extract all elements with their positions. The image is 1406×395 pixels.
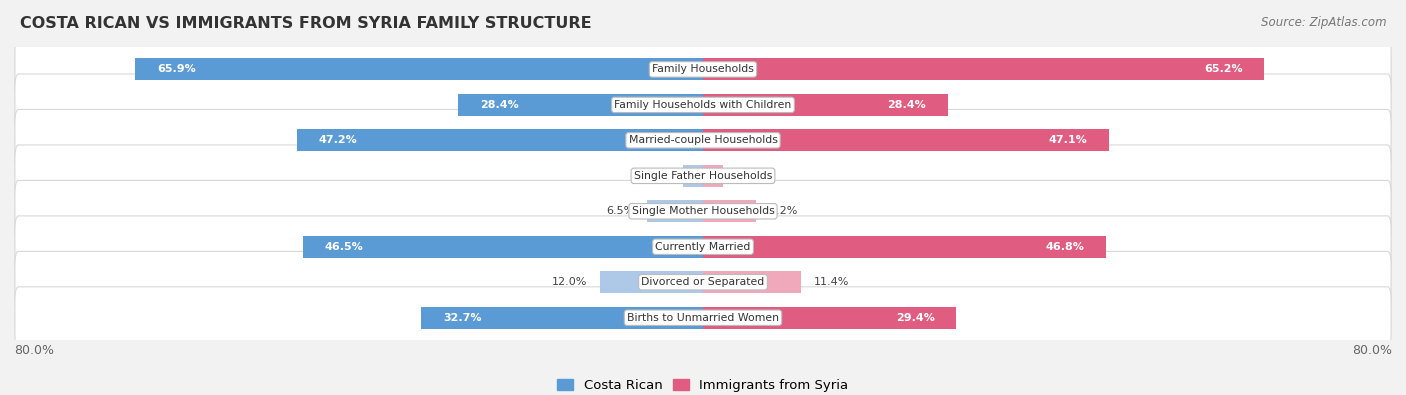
Bar	[683, 165, 703, 187]
Bar	[703, 165, 723, 187]
Text: 6.2%: 6.2%	[769, 206, 797, 216]
FancyBboxPatch shape	[15, 181, 1391, 242]
Text: 47.1%: 47.1%	[1049, 135, 1087, 145]
Bar	[297, 129, 703, 151]
Bar	[647, 200, 703, 222]
Text: 28.4%: 28.4%	[479, 100, 519, 110]
FancyBboxPatch shape	[15, 251, 1391, 313]
Text: Married-couple Households: Married-couple Households	[628, 135, 778, 145]
Text: 80.0%: 80.0%	[14, 344, 53, 357]
Text: 65.2%: 65.2%	[1205, 64, 1243, 74]
Text: Divorced or Separated: Divorced or Separated	[641, 277, 765, 287]
Bar	[458, 94, 703, 116]
FancyBboxPatch shape	[15, 216, 1391, 278]
Text: 28.4%: 28.4%	[887, 100, 927, 110]
Legend: Costa Rican, Immigrants from Syria: Costa Rican, Immigrants from Syria	[553, 374, 853, 395]
Text: 32.7%: 32.7%	[443, 313, 481, 323]
Bar	[703, 236, 1107, 258]
Bar	[302, 236, 703, 258]
Bar	[599, 271, 703, 293]
Text: Births to Unmarried Women: Births to Unmarried Women	[627, 313, 779, 323]
Text: 2.3%: 2.3%	[643, 171, 671, 181]
Text: Single Mother Households: Single Mother Households	[631, 206, 775, 216]
Text: Family Households: Family Households	[652, 64, 754, 74]
Text: 46.5%: 46.5%	[323, 242, 363, 252]
Text: 46.8%: 46.8%	[1046, 242, 1084, 252]
Bar	[703, 271, 801, 293]
Text: 6.5%: 6.5%	[606, 206, 634, 216]
Text: Family Households with Children: Family Households with Children	[614, 100, 792, 110]
Bar	[703, 58, 1264, 81]
Bar	[703, 94, 948, 116]
FancyBboxPatch shape	[15, 145, 1391, 207]
Text: Source: ZipAtlas.com: Source: ZipAtlas.com	[1261, 16, 1386, 29]
FancyBboxPatch shape	[15, 39, 1391, 100]
Text: 65.9%: 65.9%	[157, 64, 195, 74]
FancyBboxPatch shape	[15, 287, 1391, 348]
Bar	[422, 307, 703, 329]
FancyBboxPatch shape	[15, 109, 1391, 171]
Bar	[135, 58, 703, 81]
Text: Currently Married: Currently Married	[655, 242, 751, 252]
Text: Single Father Households: Single Father Households	[634, 171, 772, 181]
Text: 12.0%: 12.0%	[551, 277, 586, 287]
Bar	[703, 200, 756, 222]
Text: 2.3%: 2.3%	[735, 171, 763, 181]
FancyBboxPatch shape	[15, 74, 1391, 136]
Text: 11.4%: 11.4%	[814, 277, 849, 287]
Text: 80.0%: 80.0%	[1353, 344, 1392, 357]
Bar	[703, 307, 956, 329]
Bar	[703, 129, 1108, 151]
Text: COSTA RICAN VS IMMIGRANTS FROM SYRIA FAMILY STRUCTURE: COSTA RICAN VS IMMIGRANTS FROM SYRIA FAM…	[20, 16, 592, 31]
Text: 29.4%: 29.4%	[896, 313, 935, 323]
Text: 47.2%: 47.2%	[318, 135, 357, 145]
